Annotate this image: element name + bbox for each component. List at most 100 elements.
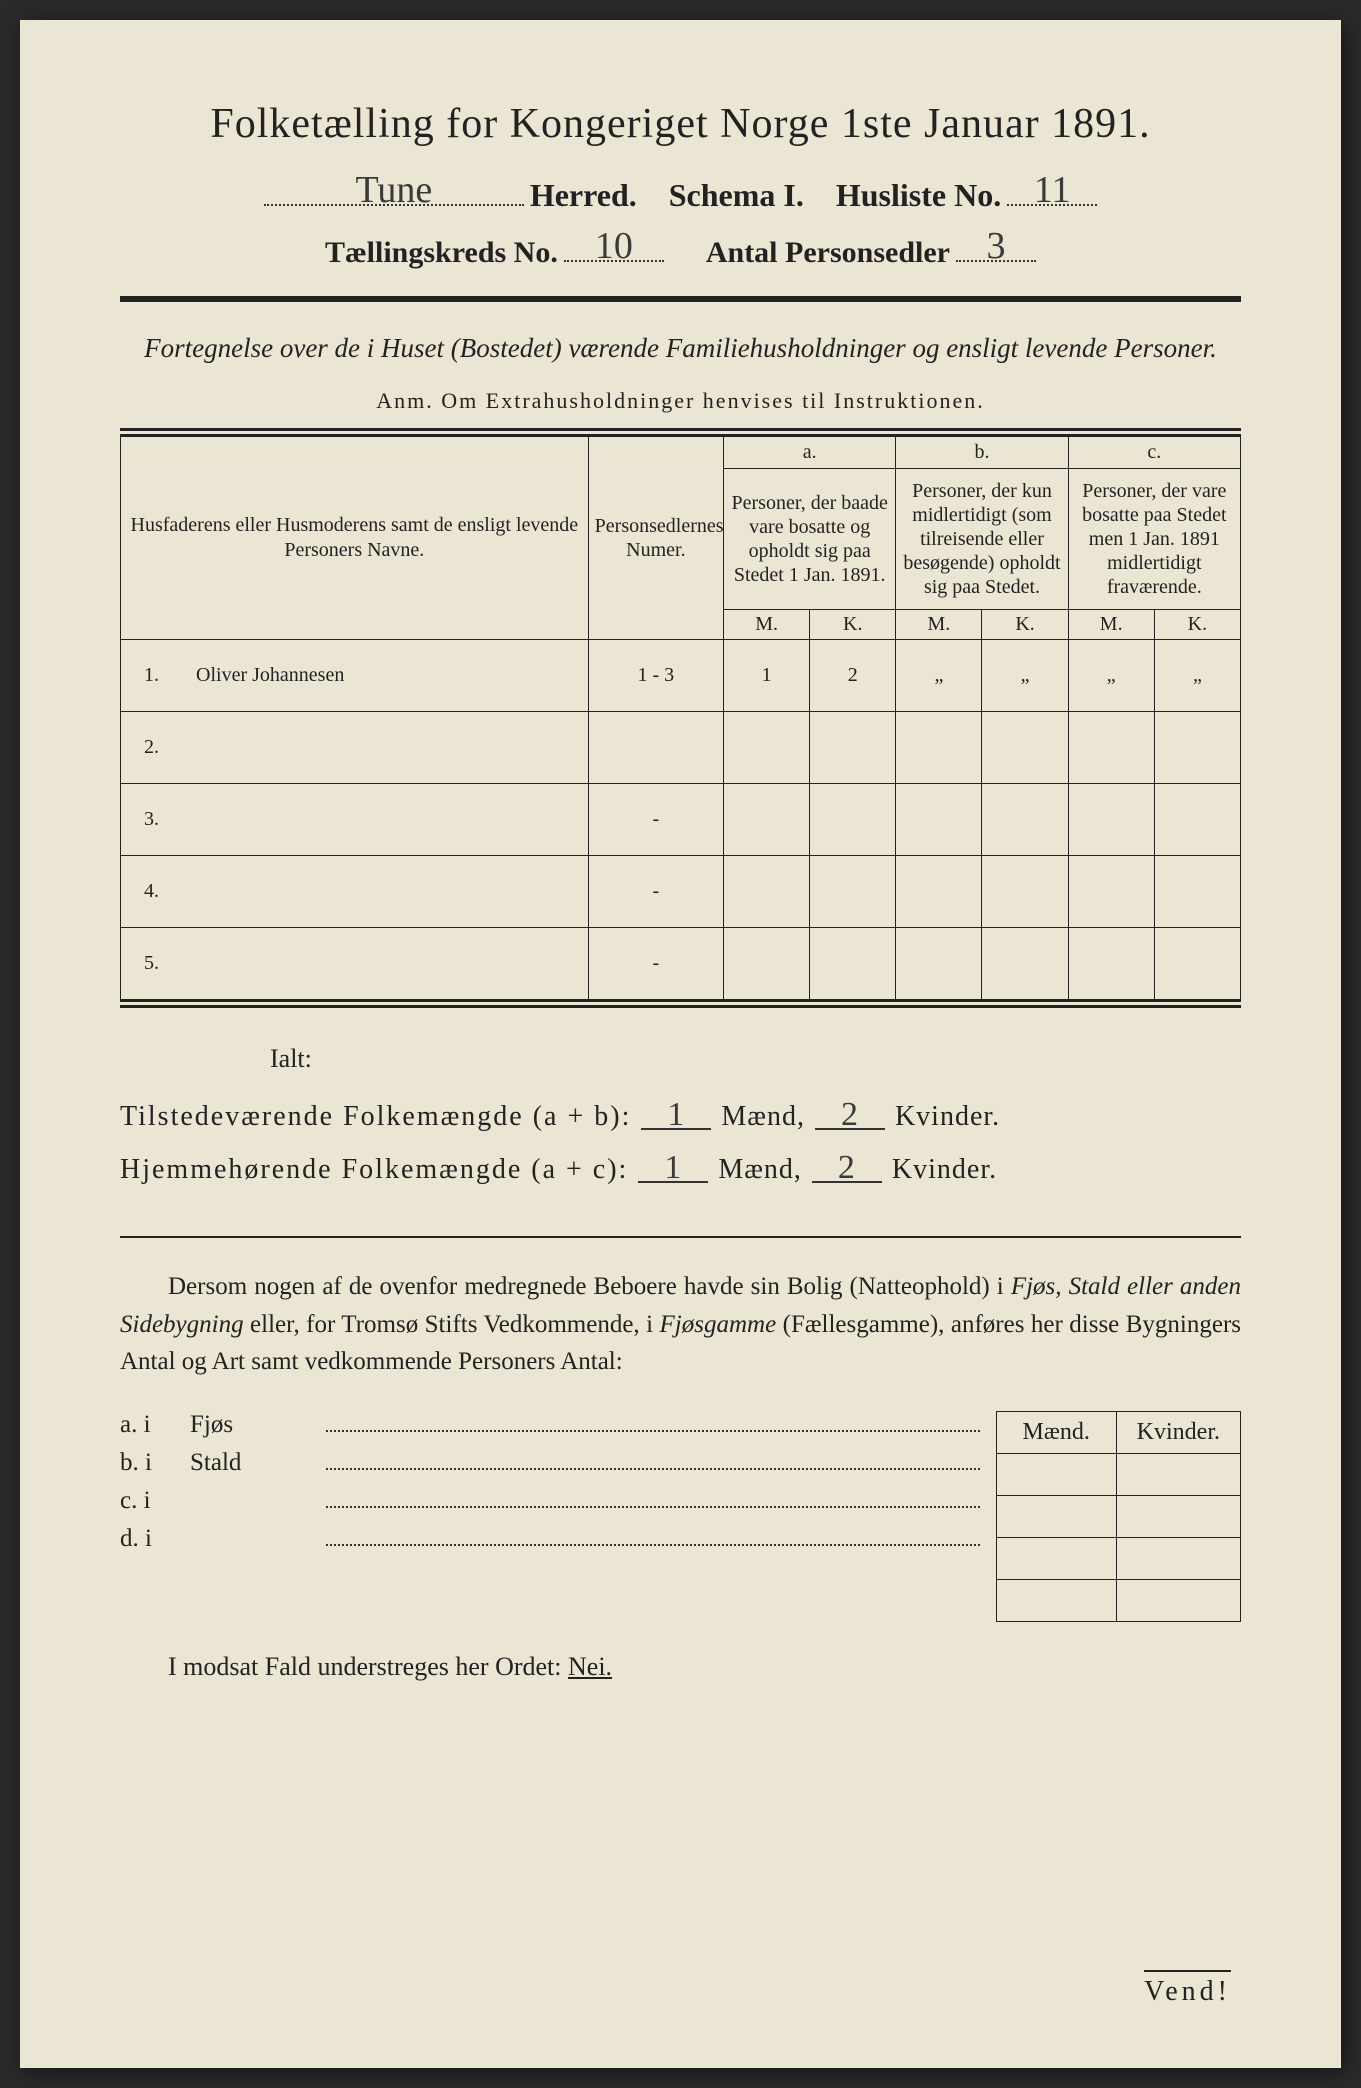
- row-am: [724, 711, 810, 783]
- group-c-text: Personer, der vare bosatte paa Stedet me…: [1068, 468, 1240, 609]
- kvinder-label: Kvinder.: [895, 1101, 1000, 1133]
- table-row: 2.: [121, 711, 1241, 783]
- kreds-label: Tællingskreds No.: [325, 236, 558, 270]
- mk-cell: [1116, 1579, 1240, 1621]
- tilstede-k-field: 2: [815, 1096, 885, 1130]
- schema-label: Schema I.: [669, 177, 804, 214]
- row-bk: „: [982, 639, 1068, 711]
- row-pers: 1 - 3: [588, 639, 723, 711]
- c-k: K.: [1154, 609, 1240, 639]
- ob-dots: [326, 1488, 980, 1508]
- ob-dots: [326, 1412, 980, 1432]
- a-m: M.: [724, 609, 810, 639]
- double-rule-top: [120, 428, 1241, 437]
- a-k: K.: [810, 609, 896, 639]
- row-cm: [1068, 711, 1154, 783]
- mk-table: Mænd. Kvinder.: [996, 1411, 1241, 1622]
- vend-label: Vend!: [1144, 1970, 1231, 2008]
- double-rule-bottom: [120, 999, 1241, 1008]
- row-name: [182, 855, 588, 927]
- ob-label: a. i: [120, 1411, 190, 1439]
- row-num: 4.: [121, 855, 183, 927]
- subtitle: Fortegnelse over de i Huset (Bostedet) v…: [120, 330, 1241, 368]
- anm-text: Anm. Om Extrahusholdninger henvises til …: [376, 388, 984, 413]
- hjemme-k-field: 2: [812, 1149, 882, 1183]
- row-ck: [1154, 927, 1240, 999]
- group-b-text: Personer, der kun midlertidigt (som tilr…: [896, 468, 1068, 609]
- census-form-page: Folketælling for Kongeriget Norge 1ste J…: [20, 20, 1341, 2068]
- ob-row: b. i Stald: [120, 1449, 986, 1477]
- row-bm: [896, 711, 982, 783]
- census-table: Husfaderens eller Husmoderens samt de en…: [120, 437, 1241, 1000]
- row-ak: [810, 711, 896, 783]
- hjemme-m: 1: [664, 1149, 682, 1186]
- row-am: [724, 855, 810, 927]
- row-name: [182, 927, 588, 999]
- row-pers: [588, 711, 723, 783]
- ob-name: Fjøs: [190, 1411, 320, 1439]
- nei-line: I modsat Fald understreges her Ordet: Ne…: [120, 1652, 1241, 1682]
- row-bk: [982, 927, 1068, 999]
- census-table-body: 1. Oliver Johannesen 1 - 3 1 2 „ „ „ „ 2…: [121, 639, 1241, 999]
- row-bm: [896, 927, 982, 999]
- col-pers-header: Personsedlernes Numer.: [588, 437, 723, 640]
- herred-field: Tune: [264, 172, 524, 206]
- totals-row-1: Tilstedeværende Folkemængde (a + b): 1 M…: [120, 1096, 1241, 1133]
- tilstede-m-field: 1: [641, 1096, 711, 1130]
- row-ck: [1154, 711, 1240, 783]
- row-am: [724, 783, 810, 855]
- ob-row: a. i Fjøs: [120, 1411, 986, 1439]
- row-ck: [1154, 855, 1240, 927]
- page-title: Folketælling for Kongeriget Norge 1ste J…: [120, 100, 1241, 148]
- mk-cell: [1116, 1453, 1240, 1495]
- row-cm: [1068, 783, 1154, 855]
- outbuilding-block: a. i Fjøs b. i Stald c. i d. i M: [120, 1411, 1241, 1622]
- tilstede-label: Tilstedeværende Folkemængde (a + b):: [120, 1101, 631, 1133]
- ob-dots: [326, 1526, 980, 1546]
- row-cm: [1068, 927, 1154, 999]
- table-row: 1. Oliver Johannesen 1 - 3 1 2 „ „ „ „: [121, 639, 1241, 711]
- hjemme-k: 2: [838, 1149, 856, 1186]
- row-bm: [896, 855, 982, 927]
- anm-note: Anm. Om Extrahusholdninger henvises til …: [120, 388, 1241, 414]
- b-m: M.: [896, 609, 982, 639]
- row-cm: „: [1068, 639, 1154, 711]
- mid-rule: [120, 1236, 1241, 1238]
- row-pers: -: [588, 927, 723, 999]
- header-row-1: Tune Herred. Schema I. Husliste No. 11: [120, 172, 1241, 214]
- ob-label: c. i: [120, 1487, 190, 1515]
- row-ak: [810, 855, 896, 927]
- outbuilding-list: a. i Fjøs b. i Stald c. i d. i: [120, 1411, 986, 1622]
- row-ck: [1154, 783, 1240, 855]
- outbuilding-paragraph: Dersom nogen af de ovenfor medregnede Be…: [120, 1268, 1241, 1381]
- p4: Fjøsgamme: [660, 1311, 777, 1338]
- b-k: K.: [982, 609, 1068, 639]
- husliste-field: 11: [1007, 172, 1097, 206]
- col-name-header-text: Husfaderens eller Husmoderens samt de en…: [131, 514, 579, 561]
- ob-label: b. i: [120, 1449, 190, 1477]
- row-pers: -: [588, 855, 723, 927]
- table-row: 4. -: [121, 855, 1241, 927]
- row-bm: „: [896, 639, 982, 711]
- col-name-header: Husfaderens eller Husmoderens samt de en…: [121, 437, 589, 640]
- ob-row: d. i: [120, 1525, 986, 1553]
- row-bk: [982, 783, 1068, 855]
- herred-label: Herred.: [530, 177, 637, 214]
- mk-cell: [1116, 1495, 1240, 1537]
- kreds-value: 10: [595, 225, 633, 267]
- row-ak: [810, 927, 896, 999]
- row-pers: -: [588, 783, 723, 855]
- p3: eller, for Tromsø Stifts Vedkommende, i: [244, 1311, 660, 1338]
- row-name: Oliver Johannesen: [182, 639, 588, 711]
- row-bk: [982, 855, 1068, 927]
- row-num: 5.: [121, 927, 183, 999]
- row-num: 1.: [121, 639, 183, 711]
- ob-label: d. i: [120, 1525, 190, 1553]
- totals-block: Ialt: Tilstedeværende Folkemængde (a + b…: [120, 1044, 1241, 1186]
- totals-row-2: Hjemmehørende Folkemængde (a + c): 1 Mæn…: [120, 1149, 1241, 1186]
- hjemme-label: Hjemmehørende Folkemængde (a + c):: [120, 1154, 628, 1186]
- kreds-field: 10: [564, 228, 664, 262]
- thick-rule-1: [120, 296, 1241, 302]
- herred-value: Tune: [355, 169, 432, 211]
- group-b-label: b.: [896, 437, 1068, 469]
